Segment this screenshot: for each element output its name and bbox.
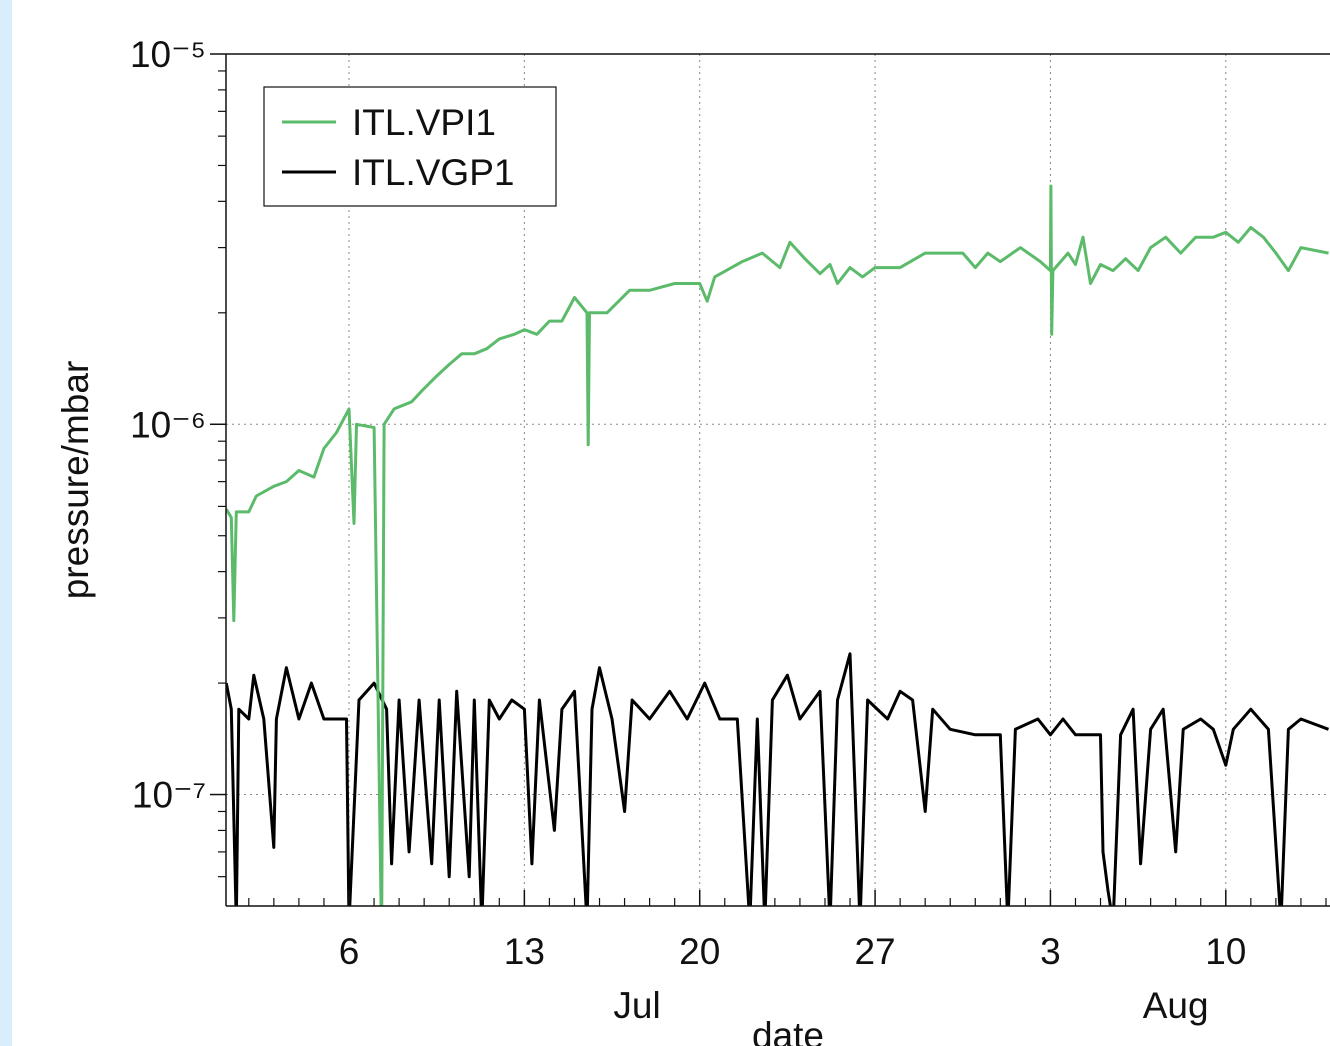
legend: ITL.VPI1 ITL.VGP1 <box>263 86 557 207</box>
x-tick-label: 20 <box>679 931 720 972</box>
axes <box>210 53 1330 907</box>
month-label: Jul <box>613 985 660 1026</box>
legend-box <box>263 86 557 207</box>
y-tick-label: 10⁻⁵ <box>130 34 206 75</box>
series-line <box>226 652 1330 906</box>
x-axis-label: date <box>752 1015 824 1046</box>
x-tick-label: 10 <box>1205 931 1246 972</box>
legend-label: ITL.VPI1 <box>352 102 496 143</box>
x-tick-label: 13 <box>504 931 545 972</box>
y-tick-label: 10⁻⁷ <box>132 775 206 816</box>
y-axis-label: pressure/mbar <box>55 361 96 600</box>
side-strip <box>0 0 12 1046</box>
x-tick-label: 6 <box>339 931 360 972</box>
month-label: Aug <box>1143 985 1209 1026</box>
x-tick-label: 3 <box>1040 931 1061 972</box>
x-tick-label: 27 <box>854 931 895 972</box>
y-tick-label: 10⁻⁶ <box>130 404 206 445</box>
series-line <box>226 184 1329 906</box>
plot-lines <box>226 184 1330 906</box>
legend-label: ITL.VGP1 <box>352 152 514 193</box>
grid <box>226 53 1330 906</box>
